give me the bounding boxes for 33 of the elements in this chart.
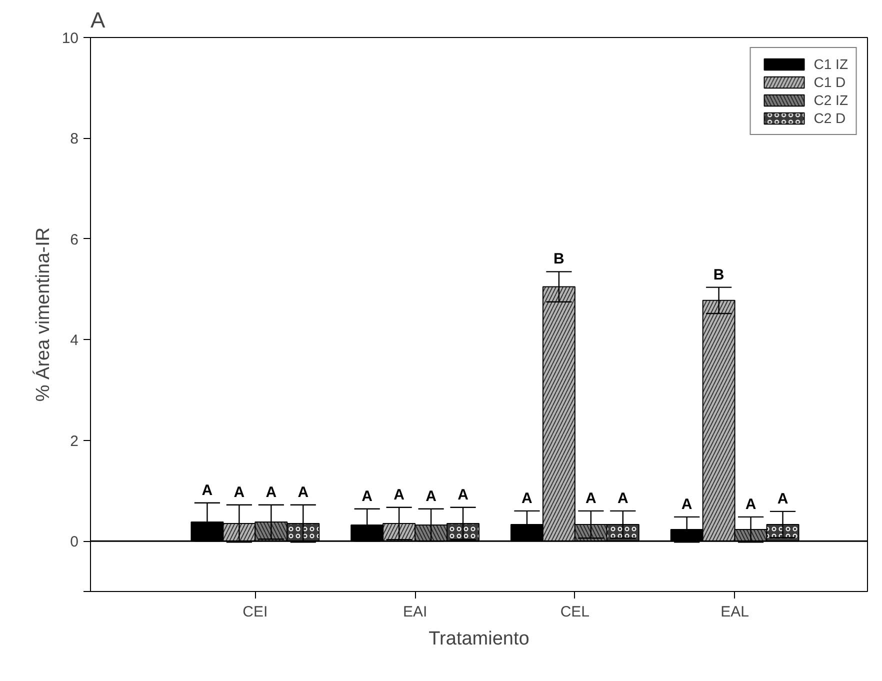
- data-label: A: [777, 490, 788, 508]
- x-tick-label: CEL: [560, 604, 590, 620]
- chart-title: A: [90, 8, 106, 32]
- data-label: A: [362, 488, 373, 505]
- data-label: A: [298, 484, 309, 501]
- x-tick-label: CEI: [242, 604, 268, 620]
- legend-label: C1 D: [814, 74, 846, 90]
- legend-label: C2 D: [814, 110, 846, 126]
- y-axis-title: % Área vimentina-IR: [32, 227, 54, 402]
- x-axis-title: Tratamiento: [428, 628, 530, 650]
- y-tick-label: 10: [62, 30, 79, 47]
- data-label: B: [713, 266, 724, 284]
- data-label: A: [681, 496, 692, 513]
- data-label: A: [426, 488, 437, 505]
- y-tick-label: 8: [70, 130, 78, 148]
- data-label: A: [234, 484, 245, 501]
- y-tick-label: 2: [70, 432, 78, 450]
- y-tick-label: 6: [70, 231, 78, 248]
- data-label: A: [394, 486, 405, 504]
- y-tick-label: 4: [70, 332, 78, 350]
- y-tick-label: 0: [70, 534, 78, 551]
- legend-label: C2 IZ: [814, 92, 848, 108]
- data-label: A: [585, 490, 596, 507]
- data-label: A: [266, 484, 277, 501]
- data-label: A: [522, 490, 533, 507]
- x-tick-label: EAL: [720, 604, 749, 620]
- data-label: B: [554, 250, 565, 268]
- data-label: A: [202, 482, 213, 499]
- data-label: A: [745, 496, 756, 513]
- data-label: A: [617, 490, 628, 507]
- x-tick-label: EAI: [402, 604, 428, 620]
- data-label: A: [458, 486, 469, 504]
- legend-label: C1 IZ: [814, 56, 848, 72]
